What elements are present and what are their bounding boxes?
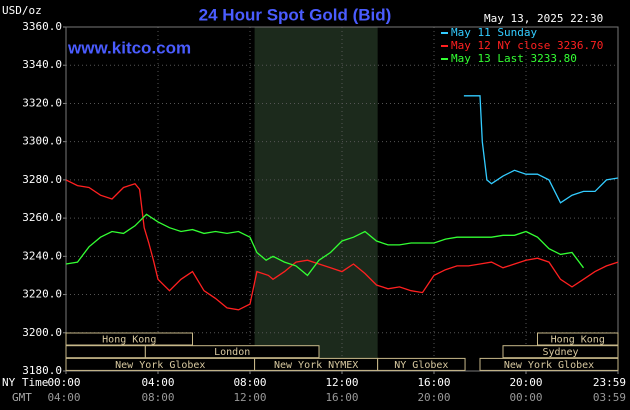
session-label: New York Globex [504,360,594,371]
series-line [65,179,619,311]
session-label: New York Globex [115,360,205,371]
session-label: London [214,347,250,358]
y-axis-label: USD/oz [2,4,42,17]
session-box [65,345,146,359]
y-tick-label: 3240.0 [22,249,62,262]
x-axis-label: NY Time [2,376,48,389]
x2-tick-label: 12:00 [233,391,266,404]
y-tick-label: 3360.0 [22,20,62,33]
chart-title: 24 Hour Spot Gold (Bid) [199,5,392,24]
session-label: Hong Kong [102,335,156,346]
x2-tick-label: 03:59 [593,391,626,404]
x2-tick-label: 04:00 [47,391,80,404]
x2-tick-label: 00:00 [509,391,542,404]
plot-back [254,27,378,371]
series-line [65,213,585,277]
plot-frame [65,26,619,372]
grid [63,26,619,374]
session-box [537,332,619,346]
watermark: www.kitco.com [67,38,191,57]
x2-axis-label: GMT [12,391,32,404]
session-box [502,345,619,359]
x-tick-label: 23:59 [593,376,626,389]
y-tick-label: 3180.0 [22,364,62,377]
y-tick-label: 3260.0 [22,211,62,224]
legend-label: May 12 NY close 3236.70 [451,39,603,52]
x-tick-label: 00:00 [47,376,80,389]
y-tick-label: 3340.0 [22,58,62,71]
session-label: NY Globex [394,360,448,371]
x-tick-label: 08:00 [233,376,266,389]
highlight-band [254,27,378,371]
y-tick-label: 3300.0 [22,135,62,148]
y-tick-label: 3220.0 [22,288,62,301]
labels: USD/oz 24 Hour Spot Gold (Bid) www.kitco… [2,4,626,404]
x2-tick-label: 08:00 [141,391,174,404]
x-tick-label: 20:00 [509,376,542,389]
session-label: Sydney [542,347,578,358]
x2-tick-label: 16:00 [325,391,358,404]
y-tick-label: 3200.0 [22,326,62,339]
y-tick-label: 3280.0 [22,173,62,186]
y-tick-label: 3320.0 [22,96,62,109]
x2-tick-label: 20:00 [417,391,450,404]
lines [65,95,619,311]
legend-label: May 11 Sunday [451,26,537,39]
session-box [65,332,193,346]
session-box [144,345,320,359]
session-box [377,357,466,371]
series-line [463,95,619,204]
session-box [479,357,619,371]
x-tick-label: 04:00 [141,376,174,389]
x-tick-label: 16:00 [417,376,450,389]
timestamp: May 13, 2025 22:30 [484,12,603,25]
session-label: New York NYMEX [274,360,358,371]
legend-label: May 13 Last 3233.80 [451,52,577,65]
session-label: Hong Kong [551,335,605,346]
x-tick-label: 12:00 [325,376,358,389]
